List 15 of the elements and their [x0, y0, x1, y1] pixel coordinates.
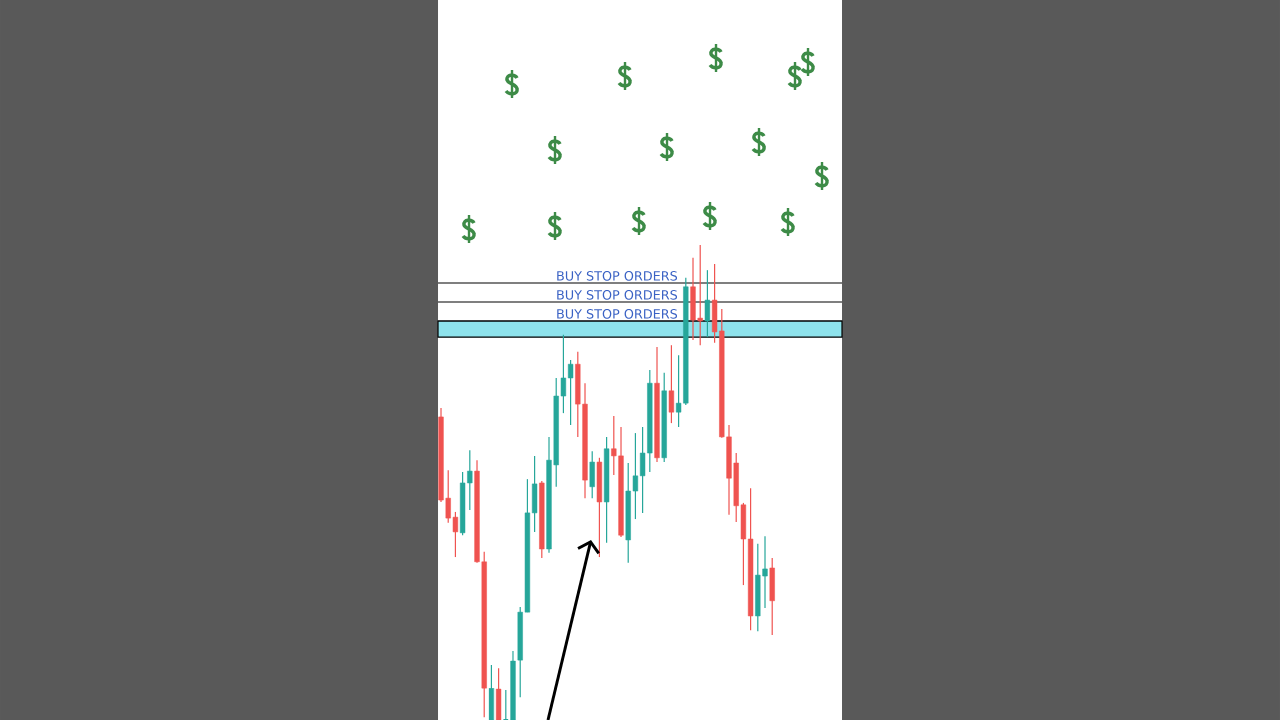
ref-line-label: BUY STOP ORDERS	[557, 271, 678, 281]
candlestick	[661, 372, 667, 463]
candlestick	[704, 269, 711, 338]
candlestick	[769, 557, 775, 636]
candlestick	[589, 450, 595, 499]
candlestick	[596, 457, 603, 558]
candlestick	[531, 455, 538, 533]
candlestick	[567, 359, 574, 426]
candlestick	[668, 344, 675, 424]
candlestick	[502, 689, 510, 720]
ref-line-label: BUY STOP ORDERS	[557, 309, 678, 319]
candlestick	[603, 436, 610, 544]
candlestick	[539, 480, 545, 559]
ref-line-label: BUY STOP ORDERS	[557, 290, 678, 300]
candlestick	[747, 487, 754, 631]
